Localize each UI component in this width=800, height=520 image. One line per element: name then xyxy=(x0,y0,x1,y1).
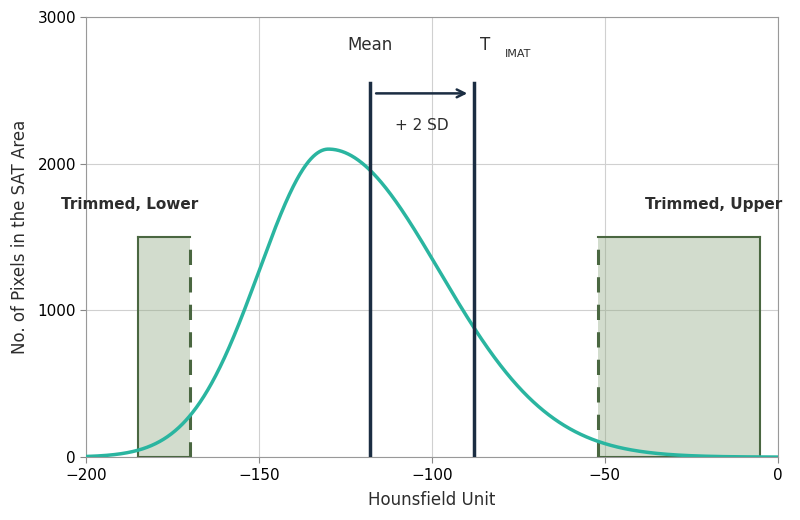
Text: T: T xyxy=(481,36,490,54)
Text: Mean: Mean xyxy=(347,36,393,54)
Bar xyxy=(598,237,760,457)
Text: IMAT: IMAT xyxy=(505,49,531,59)
Text: Trimmed, Lower: Trimmed, Lower xyxy=(61,198,198,212)
Bar xyxy=(138,237,190,457)
Text: + 2 SD: + 2 SD xyxy=(395,119,449,133)
Y-axis label: No. of Pixels in the SAT Area: No. of Pixels in the SAT Area xyxy=(11,120,29,354)
Text: Trimmed, Upper: Trimmed, Upper xyxy=(645,198,782,212)
X-axis label: Hounsfield Unit: Hounsfield Unit xyxy=(368,491,496,509)
